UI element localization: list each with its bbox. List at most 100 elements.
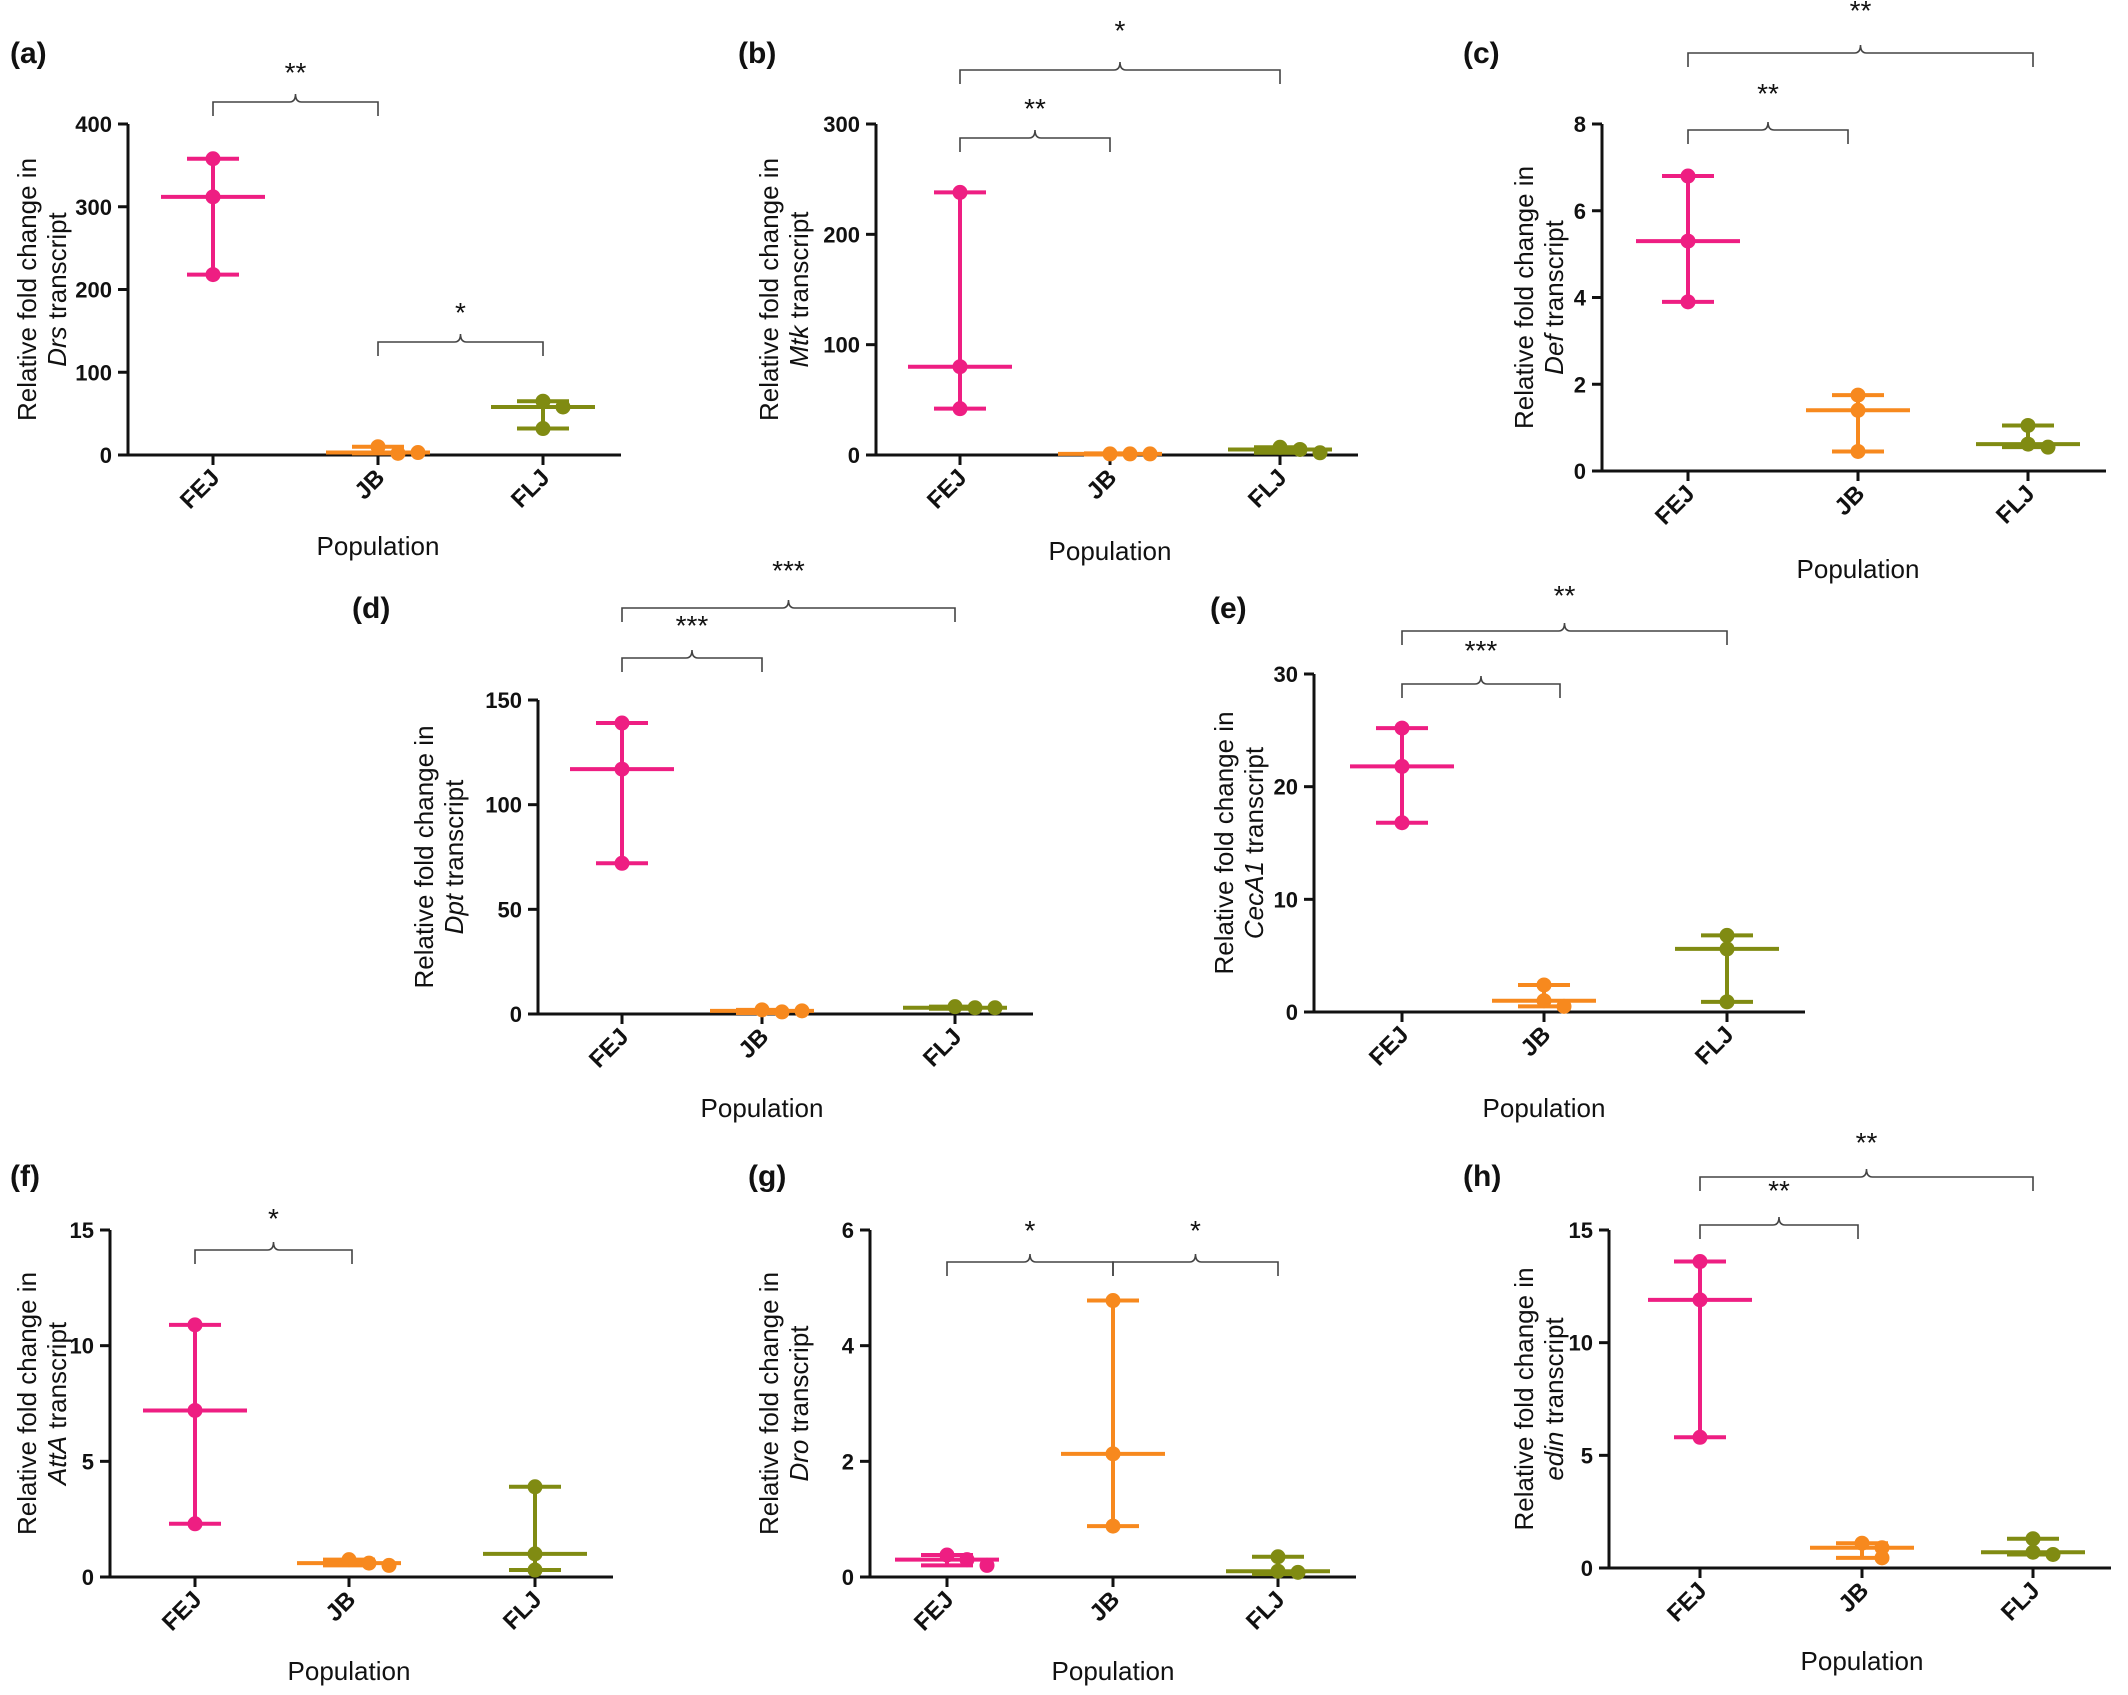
data-point bbox=[527, 1546, 543, 1562]
chart-panel-2: (b) 0 100 200 300 FEJ JB FLJ Population Relative … bbox=[738, 15, 1358, 566]
data-point bbox=[1850, 402, 1866, 418]
significance-label: * bbox=[455, 297, 466, 328]
y-axis-title-suffix: transcript bbox=[42, 1321, 72, 1436]
x-tick-label-flj: FLJ bbox=[1243, 464, 1292, 513]
y-tick-label: 10 bbox=[70, 1334, 94, 1359]
data-point bbox=[205, 151, 221, 167]
data-point bbox=[2045, 1546, 2061, 1562]
data-point bbox=[1556, 998, 1572, 1014]
significance-bracket bbox=[377, 333, 544, 356]
y-tick-label: 200 bbox=[823, 222, 860, 247]
data-point bbox=[1536, 977, 1552, 993]
x-axis-title: Population bbox=[317, 531, 440, 561]
y-tick-label: 300 bbox=[823, 112, 860, 137]
data-point bbox=[1680, 294, 1696, 310]
data-point bbox=[1854, 1535, 1870, 1551]
data-point bbox=[1312, 445, 1328, 461]
data-point bbox=[2040, 439, 2056, 455]
panel-label: (h) bbox=[1463, 1160, 1501, 1193]
data-point bbox=[967, 1000, 983, 1016]
y-tick-label: 0 bbox=[82, 1565, 94, 1590]
significance-bracket bbox=[1401, 675, 1561, 698]
data-point bbox=[1270, 1563, 1286, 1579]
x-tick-label-jb: JB bbox=[349, 464, 390, 505]
y-axis-title-line1: Relative fold change in bbox=[409, 725, 439, 988]
data-point bbox=[1105, 1446, 1121, 1462]
data-point bbox=[187, 1402, 203, 1418]
significance-bracket bbox=[212, 93, 379, 116]
series-flj bbox=[1981, 1531, 2085, 1562]
data-point bbox=[555, 399, 571, 415]
y-tick-label: 100 bbox=[485, 793, 522, 818]
y-axis-title-suffix: transcript bbox=[1539, 219, 1569, 334]
y-tick-label: 5 bbox=[1581, 1443, 1593, 1468]
series-fej bbox=[895, 1547, 999, 1573]
x-tick-label-fej: FEJ bbox=[175, 464, 225, 514]
x-axis-title: Population bbox=[1052, 1656, 1175, 1686]
data-point bbox=[1692, 1254, 1708, 1270]
data-point bbox=[527, 1479, 543, 1495]
data-point bbox=[987, 1000, 1003, 1016]
y-tick-label: 20 bbox=[1274, 775, 1298, 800]
y-axis-title-suffix: transcript bbox=[1539, 1317, 1569, 1432]
significance-bracket bbox=[1401, 622, 1728, 645]
significance-label: ** bbox=[1024, 93, 1046, 124]
y-axis-title-gene: Drs bbox=[42, 326, 72, 366]
y-tick-label: 0 bbox=[1581, 1556, 1593, 1581]
significance-bracket bbox=[621, 649, 763, 672]
x-tick-label-jb: JB bbox=[733, 1023, 774, 1064]
significance-label: ** bbox=[1554, 580, 1576, 611]
x-tick-label-fej: FEJ bbox=[922, 464, 972, 514]
x-tick-label-fej: FEJ bbox=[584, 1023, 634, 1073]
significance-label: * bbox=[1190, 1215, 1201, 1246]
x-tick-label-jb: JB bbox=[1084, 1586, 1125, 1627]
significance-bracket bbox=[959, 129, 1111, 152]
x-axis-title: Population bbox=[288, 1656, 411, 1686]
data-point bbox=[361, 1555, 377, 1571]
data-point bbox=[1142, 446, 1158, 462]
data-point bbox=[341, 1552, 357, 1568]
significance-label: *** bbox=[676, 610, 709, 641]
y-tick-label: 0 bbox=[510, 1002, 522, 1027]
significance-bracket bbox=[194, 1241, 353, 1264]
series-jb bbox=[1061, 1293, 1165, 1534]
x-tick-label-flj: FLJ bbox=[1991, 480, 2040, 529]
x-tick-label-fej: FEJ bbox=[909, 1586, 959, 1636]
y-tick-label: 4 bbox=[1574, 286, 1587, 311]
y-axis-title-suffix: transcript bbox=[784, 1325, 814, 1440]
data-point bbox=[1105, 1293, 1121, 1309]
series-fej bbox=[1350, 720, 1454, 831]
x-tick-label-fej: FEJ bbox=[1662, 1577, 1712, 1627]
panel-label: (c) bbox=[1463, 37, 1500, 70]
y-axis-title-gene: Dpt bbox=[439, 892, 469, 934]
x-tick-label-fej: FEJ bbox=[1650, 480, 1700, 530]
x-tick-label-jb: JB bbox=[1515, 1021, 1556, 1062]
y-axis-title-line1: Relative fold change in bbox=[1209, 711, 1239, 974]
y-tick-label: 6 bbox=[842, 1218, 854, 1243]
y-axis-title-suffix: transcript bbox=[784, 211, 814, 326]
x-axis-title: Population bbox=[1801, 1646, 1924, 1676]
data-point bbox=[614, 855, 630, 871]
y-tick-label: 0 bbox=[848, 443, 860, 468]
y-tick-label: 400 bbox=[75, 112, 112, 137]
chart-panel-3: (c) 0 2 4 6 8 FEJ JB FLJ Population Relative fold … bbox=[1463, 0, 2106, 584]
y-axis-title-gene: CecA1 bbox=[1239, 861, 1269, 939]
data-point bbox=[1394, 758, 1410, 774]
x-tick-label-jb: JB bbox=[320, 1586, 361, 1627]
y-axis-title-gene: Mtk bbox=[784, 324, 814, 368]
data-point bbox=[614, 715, 630, 731]
data-point bbox=[2025, 1544, 2041, 1560]
data-point bbox=[1680, 233, 1696, 249]
data-point bbox=[1719, 927, 1735, 943]
data-point bbox=[1292, 441, 1308, 457]
x-tick-label-jb: JB bbox=[1833, 1577, 1874, 1618]
y-axis-title-line1: Relative fold change in bbox=[754, 158, 784, 421]
data-point bbox=[947, 999, 963, 1015]
series-flj bbox=[1976, 417, 2080, 455]
x-axis-title: Population bbox=[1797, 554, 1920, 584]
chart-panel-4: (d) 0 50 100 150 FEJ JB FLJ Population Relative f… bbox=[352, 555, 1033, 1123]
panel-label: (b) bbox=[738, 37, 776, 70]
series-fej bbox=[143, 1317, 247, 1532]
series-flj bbox=[483, 1479, 587, 1578]
